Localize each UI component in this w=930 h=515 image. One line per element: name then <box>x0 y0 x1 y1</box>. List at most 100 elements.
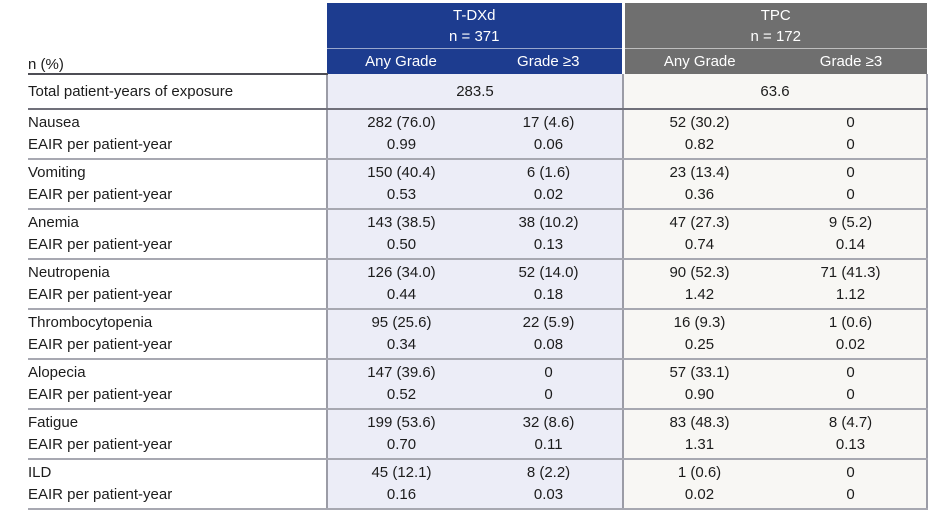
adverse-event-row: Alopecia EAIR per patient-year 147 (39.6… <box>28 359 928 410</box>
adverse-event-label-cell: Thrombocytopenia EAIR per patient-year <box>28 309 327 360</box>
eair-value: 0.14 <box>835 236 866 253</box>
tdxd-any-grade-cell: 126 (34.0) 0.44 <box>326 259 475 310</box>
count-value: 147 (39.6) <box>367 364 436 381</box>
eair-value: 0 <box>846 186 855 203</box>
tpc-grade-ge3-header: Grade ≥3 <box>775 48 927 74</box>
adverse-event-label-cell: Fatigue EAIR per patient-year <box>28 409 327 460</box>
eair-row-label: EAIR per patient-year <box>28 486 173 503</box>
group-header-row: n (%) T-DXd n = 371 TPC n = 172 <box>28 3 927 75</box>
eair-row-label: EAIR per patient-year <box>28 436 173 453</box>
exposure-tpc-value: 63.6 <box>623 74 928 110</box>
count-value: 83 (48.3) <box>669 414 730 431</box>
adverse-events-table: n (%) T-DXd n = 371 TPC n = 172 Any Grad… <box>28 3 928 510</box>
tpc-title: TPC <box>760 6 791 24</box>
tpc-any-grade-cell: 52 (30.2) 0.82 <box>623 109 775 160</box>
adverse-event-row: Anemia EAIR per patient-year 143 (38.5) … <box>28 209 928 260</box>
adverse-event-row: Fatigue EAIR per patient-year 199 (53.6)… <box>28 409 928 460</box>
count-value: 282 (76.0) <box>367 114 436 131</box>
adverse-event-name: Nausea <box>28 114 80 131</box>
exposure-row: Total patient-years of exposure 283.5 63… <box>28 74 928 110</box>
eair-value: 1.42 <box>684 286 715 303</box>
eair-value: 0 <box>846 136 855 153</box>
tdxd-n-count: n = 371 <box>449 27 500 45</box>
adverse-event-label-cell: Vomiting EAIR per patient-year <box>28 159 327 210</box>
count-value: 150 (40.4) <box>367 164 436 181</box>
tpc-any-grade-header: Any Grade <box>621 48 775 74</box>
count-value: 0 <box>544 364 553 381</box>
count-value: 8 (2.2) <box>526 464 571 481</box>
count-value: 6 (1.6) <box>526 164 571 181</box>
count-value: 52 (14.0) <box>518 264 579 281</box>
eair-value: 0.53 <box>386 186 417 203</box>
eair-row-label: EAIR per patient-year <box>28 136 173 153</box>
adverse-event-label-cell: Alopecia EAIR per patient-year <box>28 359 327 410</box>
count-value: 0 <box>846 464 855 481</box>
exposure-label: Total patient-years of exposure <box>28 74 327 110</box>
tpc-any-grade-cell: 57 (33.1) 0.90 <box>623 359 775 410</box>
eair-value: 0.02 <box>684 486 715 503</box>
count-value: 1 (0.6) <box>677 464 722 481</box>
eair-value: 0.90 <box>684 386 715 403</box>
eair-value: 0.13 <box>533 236 564 253</box>
tpc-group-header: TPC n = 172 <box>621 3 927 49</box>
adverse-event-row: Nausea EAIR per patient-year 282 (76.0) … <box>28 109 928 160</box>
adverse-event-row: Vomiting EAIR per patient-year 150 (40.4… <box>28 159 928 210</box>
count-value: 90 (52.3) <box>669 264 730 281</box>
eair-value: 0.70 <box>386 436 417 453</box>
count-value: 9 (5.2) <box>828 214 873 231</box>
eair-value: 0 <box>846 386 855 403</box>
eair-row-label: EAIR per patient-year <box>28 386 173 403</box>
tdxd-any-grade-header: Any Grade <box>327 48 475 74</box>
eair-value: 1.12 <box>835 286 866 303</box>
tpc-grade-ge3-cell: 0 0 <box>775 459 928 510</box>
tpc-any-grade-cell: 90 (52.3) 1.42 <box>623 259 775 310</box>
tdxd-any-grade-cell: 143 (38.5) 0.50 <box>326 209 475 260</box>
tdxd-grade-ge3-cell: 38 (10.2) 0.13 <box>475 209 624 260</box>
tpc-grade-ge3-cell: 0 0 <box>775 159 928 210</box>
eair-row-label: EAIR per patient-year <box>28 286 173 303</box>
count-value: 32 (8.6) <box>522 414 575 431</box>
tpc-any-grade-cell: 1 (0.6) 0.02 <box>623 459 775 510</box>
count-value: 52 (30.2) <box>669 114 730 131</box>
tpc-grade-ge3-cell: 9 (5.2) 0.14 <box>775 209 928 260</box>
count-value: 38 (10.2) <box>518 214 579 231</box>
count-value: 16 (9.3) <box>673 314 726 331</box>
tdxd-any-grade-cell: 282 (76.0) 0.99 <box>326 109 475 160</box>
adverse-event-name: Thrombocytopenia <box>28 314 153 331</box>
tdxd-any-grade-cell: 147 (39.6) 0.52 <box>326 359 475 410</box>
adverse-event-name: Vomiting <box>28 164 86 181</box>
tpc-grade-ge3-cell: 0 0 <box>775 109 928 160</box>
eair-row-label: EAIR per patient-year <box>28 336 173 353</box>
tdxd-grade-ge3-header: Grade ≥3 <box>475 48 623 74</box>
eair-value: 0.06 <box>533 136 564 153</box>
eair-value: 0.11 <box>534 436 563 453</box>
eair-value: 0.99 <box>386 136 417 153</box>
tdxd-grade-ge3-cell: 32 (8.6) 0.11 <box>475 409 624 460</box>
eair-value: 0.13 <box>835 436 866 453</box>
tpc-grade-ge3-cell: 0 0 <box>775 359 928 410</box>
tdxd-group-header: T-DXd n = 371 <box>327 3 623 49</box>
count-value: 1 (0.6) <box>828 314 873 331</box>
count-value: 143 (38.5) <box>367 214 436 231</box>
count-value: 199 (53.6) <box>367 414 436 431</box>
count-value: 95 (25.6) <box>371 314 432 331</box>
count-value: 57 (33.1) <box>669 364 730 381</box>
count-value: 22 (5.9) <box>522 314 575 331</box>
tdxd-grade-ge3-cell: 22 (5.9) 0.08 <box>475 309 624 360</box>
eair-value: 0.08 <box>533 336 564 353</box>
adverse-event-row: Neutropenia EAIR per patient-year 126 (3… <box>28 259 928 310</box>
count-value: 71 (41.3) <box>820 264 881 281</box>
eair-value: 0.02 <box>835 336 866 353</box>
adverse-event-name: ILD <box>28 464 52 481</box>
count-value: 23 (13.4) <box>669 164 730 181</box>
adverse-event-label-cell: Anemia EAIR per patient-year <box>28 209 327 260</box>
eair-value: 0 <box>544 386 553 403</box>
tdxd-any-grade-cell: 150 (40.4) 0.53 <box>326 159 475 210</box>
tdxd-grade-ge3-cell: 8 (2.2) 0.03 <box>475 459 624 510</box>
corner-label: n (%) <box>28 3 327 75</box>
tdxd-any-grade-cell: 45 (12.1) 0.16 <box>326 459 475 510</box>
eair-value: 0.44 <box>386 286 417 303</box>
eair-value: 0.50 <box>386 236 417 253</box>
eair-value: 0.82 <box>684 136 715 153</box>
